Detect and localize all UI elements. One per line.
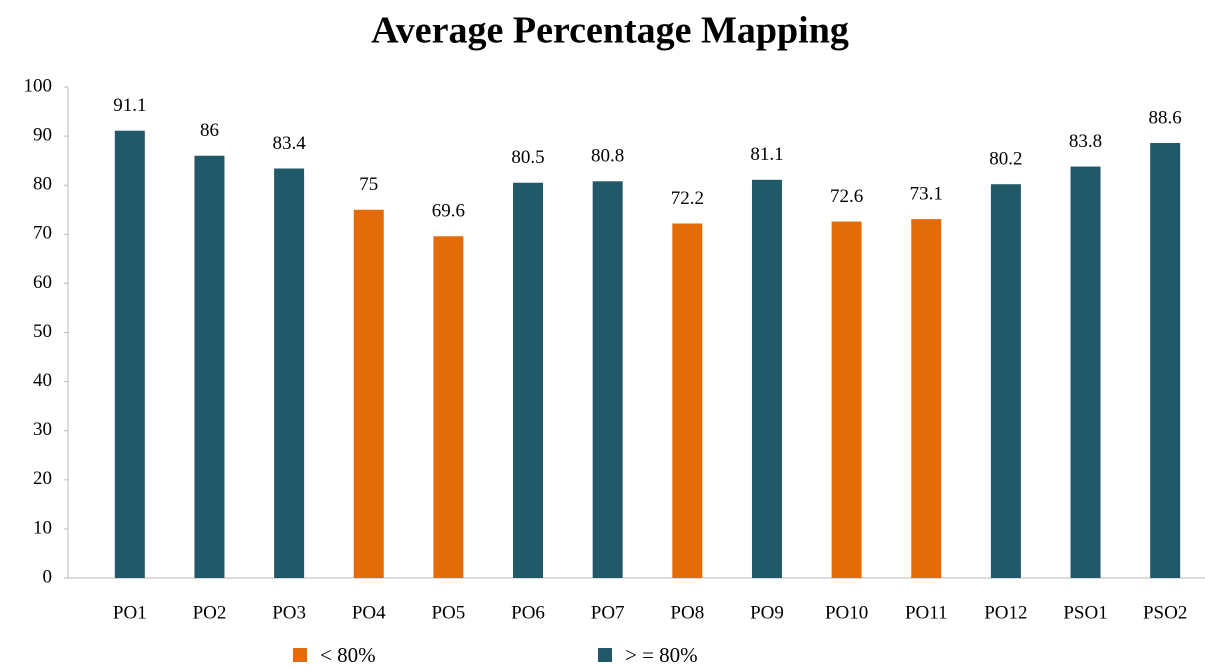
bar [592, 181, 623, 578]
bar [114, 130, 145, 578]
y-tick-label: 20 [33, 468, 52, 489]
data-label: 75 [359, 174, 378, 195]
y-tick-label: 30 [33, 419, 52, 440]
data-label: 72.2 [671, 188, 704, 209]
data-label: 83.8 [1069, 131, 1102, 152]
y-tick-label: 70 [33, 223, 52, 244]
data-label: 80.8 [591, 146, 624, 167]
x-tick-label: PO1 [113, 602, 147, 623]
bar [990, 184, 1021, 578]
bar [1150, 142, 1181, 578]
data-label: 81.1 [750, 144, 783, 165]
legend-label: > = 80% [625, 643, 698, 667]
x-tick-label: PO11 [905, 602, 948, 623]
y-tick-label: 100 [24, 75, 53, 96]
x-tick-label: PO10 [825, 602, 868, 623]
x-tick-label: PO5 [431, 602, 465, 623]
data-label: 69.6 [432, 201, 465, 222]
bar [911, 219, 942, 579]
y-tick-label: 90 [33, 124, 52, 145]
x-tick-label: PO4 [352, 602, 386, 623]
x-tick-label: PO6 [511, 602, 545, 623]
x-tick-label: PO12 [984, 602, 1027, 623]
bar [274, 168, 305, 579]
bar [672, 223, 703, 579]
bar [513, 182, 544, 578]
y-tick-label: 80 [33, 174, 52, 195]
legend-swatch [293, 648, 307, 662]
data-label: 72.6 [830, 186, 863, 207]
x-tick-label: PSO2 [1143, 602, 1187, 623]
y-tick-label: 50 [33, 321, 52, 342]
data-label: 80.2 [989, 149, 1022, 170]
bar [353, 209, 384, 578]
x-tick-label: PO7 [591, 602, 625, 623]
legend-swatch [598, 648, 612, 662]
y-tick-label: 10 [33, 517, 52, 538]
y-tick-label: 40 [33, 370, 52, 391]
legend-label: < 80% [320, 643, 376, 667]
data-label: 88.6 [1149, 107, 1182, 128]
bar [433, 236, 464, 578]
bar [194, 155, 225, 579]
data-label: 86 [200, 120, 219, 141]
data-label: 73.1 [910, 183, 943, 204]
x-tick-label: PO9 [750, 602, 784, 623]
y-tick-label: 60 [33, 272, 52, 293]
bar [751, 179, 782, 578]
data-label: 80.5 [511, 147, 544, 168]
chart-title: Average Percentage Mapping [371, 10, 849, 52]
y-tick-label: 0 [43, 566, 53, 587]
bar [831, 221, 862, 578]
data-label: 83.4 [272, 133, 306, 154]
x-tick-label: PO2 [193, 602, 227, 623]
bar [1070, 166, 1101, 579]
x-tick-label: PO8 [670, 602, 704, 623]
x-tick-label: PO3 [272, 602, 306, 623]
x-tick-label: PSO1 [1063, 602, 1107, 623]
data-label: 91.1 [113, 95, 146, 116]
